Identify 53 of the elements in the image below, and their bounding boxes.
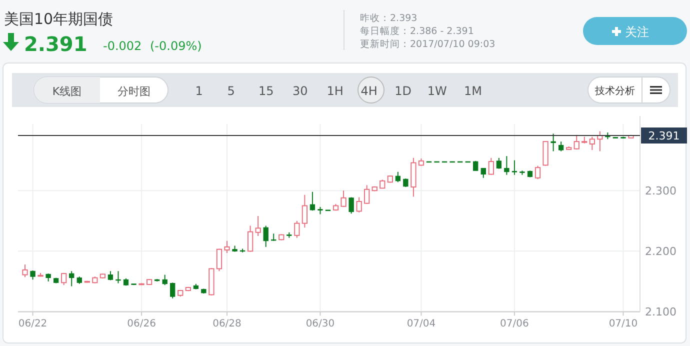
text: 更新时间：2017/07/10 09:03 [360,38,496,50]
ref-line-label: 2.391 [648,129,680,142]
candlestick [395,171,401,183]
text: 技术分析 [594,85,635,97]
candlestick [310,191,316,212]
candlestick [589,136,595,151]
candlestick [356,196,362,213]
text: 每日幅度：2.386 - 2.391 [360,25,474,37]
x-tick-label: 06/30 [306,318,335,330]
candlestick [247,225,254,252]
candlestick [30,270,36,280]
candlestick [534,165,541,180]
candlestick [340,190,346,208]
candlestick [550,133,556,152]
x-tick-label: 06/26 [127,318,156,330]
x-tick-label: 07/10 [608,318,638,330]
candlestick [542,141,548,166]
x-tick-label: 06/22 [18,318,48,330]
candlestick [162,274,168,286]
candlestick [302,194,308,228]
text: (-0.09%) [150,39,202,53]
candlestick [22,264,28,278]
x-tick-label: 07/06 [500,318,529,330]
candlestick [216,248,222,272]
candlestick [574,134,580,150]
text: 关注 [625,25,649,39]
text: 分时图 [118,85,150,98]
candlestick [480,168,486,178]
candlestick [224,240,230,254]
text: 2.391 [24,32,88,56]
candlestick [69,270,74,287]
candlestick [348,196,354,214]
candlestick [364,184,370,204]
candlestick [170,282,176,299]
candlestick [496,157,502,170]
candlestick [61,272,67,286]
candlestick [263,225,268,248]
text: K线图 [52,85,82,98]
candlestick [488,157,494,176]
candlestick [512,160,518,176]
text: 昨收：2.393 [360,12,418,24]
y-tick-label: 2.100 [645,306,676,319]
candlestick [558,141,564,152]
x-tick-label: 07/04 [406,318,436,330]
candlestick [504,156,510,176]
chart-title: 美国10年期国债 [4,10,114,28]
y-tick-label: 2.300 [645,184,676,198]
candlestick [255,216,261,237]
text: -0.002 [103,39,142,53]
text: 1 5 15 30 1H 4H 1D 1W 1M [195,84,482,98]
candlestick [294,220,300,238]
x-tick-label: 06/28 [212,318,242,330]
y-tick-label: 2.200 [645,245,676,258]
